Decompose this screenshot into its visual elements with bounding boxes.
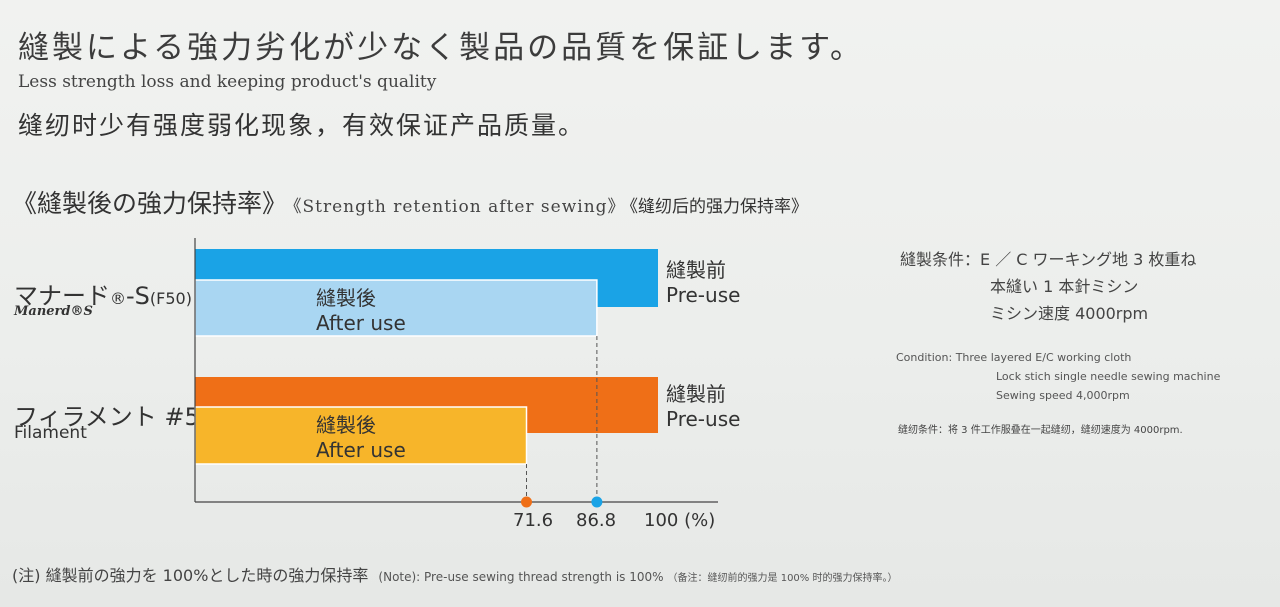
category-label-manerd-sub: (F50) (149, 289, 192, 308)
category-label-manerd-suffix: -S (126, 282, 150, 310)
category-label-manerd-name: マナード (14, 282, 110, 310)
conditions-en-line-3: Sewing speed 4,000rpm (996, 389, 1130, 402)
label-after-use-filament-en: After use (316, 438, 406, 462)
label-after-use-filament: 縫製後 After use (316, 413, 406, 463)
chart-title-en: 《Strength retention after sewing》 (293, 197, 626, 217)
label-pre-use-manerd-en: Pre-use (666, 283, 741, 307)
chart-title: 《縫製後の強力保持率》 《Strength retention after sew… (12, 184, 808, 220)
bar-after-use-manerd (194, 279, 598, 337)
tick-label-71-6: 71.6 (513, 510, 554, 531)
tick-label-100: 100 (%) (644, 510, 715, 531)
chart-title-cn: 《缝纫后的强力保持率》 (629, 197, 809, 217)
conditions-chinese: 缝纫条件：将 3 件工作服叠在一起缝纫，缝纫速度为 4000rpm. (898, 425, 1183, 436)
footnote-cn: （备注：缝纫前的强力是 100% 时的强力保持率。） (667, 573, 898, 584)
tick-label-100-value: 100 (644, 510, 679, 531)
category-label-manerd-en: Manerd®S (14, 304, 93, 319)
marker-71-6 (521, 496, 533, 508)
label-pre-use-filament: 縫製前 Pre-use (666, 382, 740, 432)
conditions-jp-line-1: 縫製条件：E ／ C ワーキング地 3 枚重ね (900, 250, 1197, 269)
conditions-japanese: 縫製条件：E ／ C ワーキング地 3 枚重ね本縫い 1 本針ミシン ミシン速度 … (900, 246, 1196, 327)
bar-after-use-filament (194, 406, 528, 465)
label-after-use-manerd-en: After use (316, 311, 406, 335)
label-after-use-manerd-jp: 縫製後 (316, 286, 376, 310)
marker-86-8 (591, 496, 603, 508)
x-unit: (%) (684, 510, 716, 531)
conditions-english: Condition: Three layered E/C working clo… (896, 348, 1220, 405)
footnote: (注) 縫製前の強力を 100%とした時の強力保持率 (Note): Pre-us… (12, 562, 897, 586)
label-pre-use-filament-jp: 縫製前 (666, 382, 726, 406)
category-label-filament-en: Filament (14, 423, 87, 443)
conditions-jp-line-2: 本縫い 1 本針ミシン (990, 277, 1139, 296)
label-pre-use-manerd-jp: 縫製前 (666, 258, 726, 282)
headline-chinese: 缝纫时少有强度弱化现象，有效保证产品质量。 (18, 111, 586, 140)
chart-title-jp: 《縫製後の強力保持率》 (12, 189, 288, 218)
headline-english: Less strength loss and keeping product's… (18, 72, 437, 92)
footnote-jp: (注) 縫製前の強力を 100%とした時の強力保持率 (12, 566, 369, 585)
conditions-en-line-2: Lock stich single needle sewing machine (996, 370, 1221, 383)
tick-label-86-8: 86.8 (576, 510, 617, 531)
conditions-en-line-1: Condition: Three layered E/C working clo… (896, 351, 1132, 364)
footnote-en: (Note): Pre-use sewing thread strength i… (378, 570, 664, 584)
label-after-use-filament-jp: 縫製後 (316, 413, 376, 437)
label-pre-use-filament-en: Pre-use (666, 407, 741, 431)
label-pre-use-manerd: 縫製前 Pre-use (666, 258, 740, 308)
category-label-manerd-mark: ® (110, 289, 126, 308)
headline-japanese: 縫製による強力劣化が少なく製品の品質を保証します。 (18, 30, 864, 66)
conditions-jp-line-3: ミシン速度 4000rpm (990, 304, 1149, 323)
category-label-manerd: マナード®-S(F50) (14, 276, 192, 311)
category-label-filament: フィラメント #50 (14, 403, 216, 431)
label-after-use-manerd: 縫製後 After use (316, 286, 406, 336)
